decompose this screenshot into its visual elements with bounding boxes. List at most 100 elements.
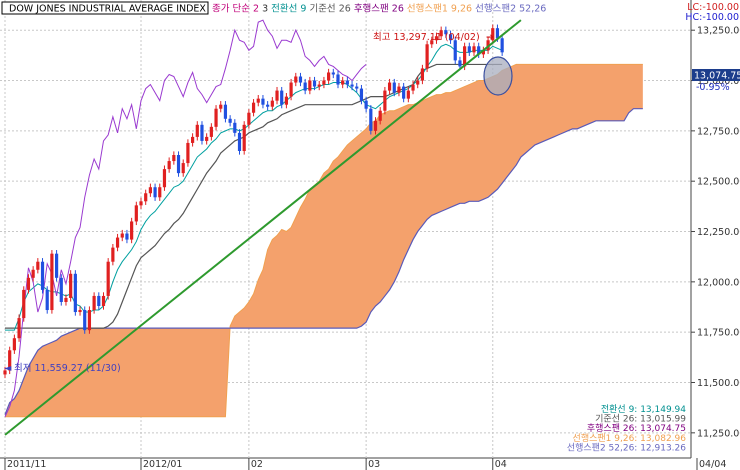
- legend-item: 후행스팬 26: [351, 3, 404, 15]
- candle-body: [261, 98, 265, 105]
- candle-body: [467, 46, 471, 53]
- lc-value: LC:-100.00: [687, 2, 739, 13]
- candle-body: [350, 84, 354, 87]
- candle-body: [233, 122, 237, 133]
- candle-body: [266, 104, 270, 107]
- candle-body: [50, 253, 54, 311]
- high-annotation: 최고 13,297.11 (04/02): [373, 32, 480, 43]
- candle-body: [26, 277, 31, 290]
- candle-body: [331, 72, 335, 75]
- candle-body: [139, 201, 143, 206]
- x-tick-label: 04: [495, 459, 507, 470]
- candle-body: [31, 269, 35, 278]
- candle-body: [355, 86, 359, 89]
- candlesticks: [3, 24, 504, 379]
- x-axis-ticks: 2011/11 2012/01 02 03 04 04/04: [4, 458, 726, 470]
- low-annotation: 최저 11,559.27 (11/30): [14, 363, 121, 374]
- candle-body: [402, 86, 406, 99]
- candle-body: [22, 289, 26, 319]
- candle-body: [472, 46, 476, 53]
- x-tick-label: 03: [368, 459, 380, 470]
- candle-body: [125, 233, 129, 240]
- candle-body: [289, 82, 293, 97]
- span-a-line: [5, 63, 643, 418]
- legend-item: 종가 단순 2: [212, 4, 259, 15]
- candle-body: [397, 86, 401, 93]
- y-tick-label: 12,750.00: [697, 126, 740, 137]
- candle-body: [209, 126, 213, 137]
- candle-body: [477, 46, 481, 55]
- candle-body: [97, 295, 101, 307]
- candle-body: [364, 100, 368, 109]
- price-change: -0.95%: [696, 82, 730, 93]
- y-tick-label: 11,250.00: [697, 428, 740, 439]
- candle-body: [144, 193, 148, 202]
- candle-body: [92, 295, 96, 311]
- candle-body: [153, 187, 157, 198]
- candle-body: [78, 310, 82, 313]
- candle-body: [411, 84, 415, 91]
- span-b-line: [4, 108, 643, 415]
- info-line: 후행스팬 26: 13,074.75: [587, 422, 686, 434]
- candle-body: [172, 155, 176, 162]
- candle-body: [284, 96, 288, 105]
- y-tick-label: 13,000.00: [697, 76, 740, 87]
- candle-body: [463, 46, 467, 67]
- candle-body: [195, 124, 199, 137]
- candle-body: [64, 297, 68, 302]
- y-tick-label: 13,250.00: [697, 26, 740, 37]
- x-tick-label: 02: [251, 459, 263, 470]
- info-line: 기준선 26: 13,015.99: [595, 414, 686, 425]
- candle-body: [345, 80, 349, 85]
- candle-body: [237, 132, 242, 151]
- candle-body: [369, 108, 373, 131]
- candle-body: [298, 76, 303, 83]
- candle-body: [148, 187, 152, 194]
- title-box: [1, 1, 209, 15]
- price-tag: [692, 69, 740, 81]
- candle-body: [176, 155, 181, 174]
- candle-body: [392, 82, 396, 93]
- legend-item: 기준선 26: [306, 4, 350, 15]
- candle-body: [40, 261, 45, 290]
- y-tick-label: 12,000.00: [697, 277, 740, 288]
- candle-body: [191, 136, 195, 143]
- highlight-ellipse: [483, 56, 513, 96]
- candle-body: [439, 30, 443, 37]
- legend-item: 3: [259, 4, 268, 15]
- candle-body: [12, 338, 16, 351]
- candle-body: [219, 104, 223, 109]
- candle-body: [336, 74, 340, 85]
- candle-body: [54, 253, 59, 278]
- candle-body: [17, 318, 21, 339]
- candle-body: [275, 90, 279, 101]
- candle-body: [251, 102, 256, 113]
- candle-body: [416, 80, 420, 85]
- candle-body: [383, 90, 387, 111]
- candle-body: [359, 88, 364, 101]
- candle-body: [453, 40, 457, 61]
- candle-body: [500, 38, 504, 53]
- candle-body: [3, 370, 7, 375]
- candle-body: [223, 104, 228, 119]
- candle-body: [120, 233, 124, 238]
- high-arrow-icon: ➔: [486, 32, 494, 43]
- candle-body: [430, 40, 434, 45]
- candle-body: [200, 124, 204, 141]
- candle-body: [280, 90, 284, 105]
- candle-body: [87, 310, 92, 331]
- candle-body: [106, 261, 110, 296]
- y-tick-label: 12,250.00: [697, 227, 740, 238]
- candle-body: [101, 295, 106, 307]
- candle-body: [158, 187, 162, 198]
- legend-item: 전환선 9: [268, 3, 306, 15]
- candle-body: [8, 350, 12, 371]
- price-tag-value: 13,074.75: [694, 71, 740, 82]
- header-legend: 종가 단순 2 3 전환선 9 기준선 26 후행스팬 26 선행스팬1 9,2…: [212, 3, 546, 15]
- x-tick-label: 04/04: [699, 459, 726, 470]
- y-tick-label: 12,500.00: [697, 177, 740, 188]
- candle-body: [186, 142, 190, 164]
- candle-body: [205, 136, 209, 141]
